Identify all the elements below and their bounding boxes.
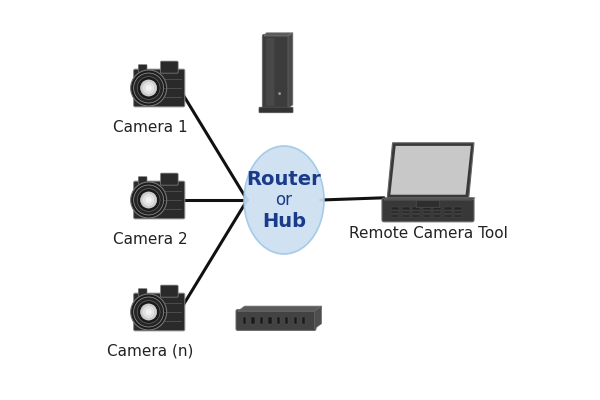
FancyBboxPatch shape bbox=[138, 288, 147, 296]
FancyBboxPatch shape bbox=[391, 211, 399, 214]
FancyBboxPatch shape bbox=[160, 173, 178, 185]
FancyBboxPatch shape bbox=[433, 211, 441, 214]
FancyBboxPatch shape bbox=[266, 38, 274, 106]
FancyBboxPatch shape bbox=[138, 64, 147, 72]
FancyBboxPatch shape bbox=[444, 215, 452, 218]
Polygon shape bbox=[264, 33, 293, 36]
Circle shape bbox=[137, 301, 160, 323]
Circle shape bbox=[137, 189, 160, 211]
Circle shape bbox=[134, 297, 164, 327]
Circle shape bbox=[140, 192, 157, 208]
Circle shape bbox=[131, 70, 167, 106]
Text: Camera 2: Camera 2 bbox=[113, 232, 187, 246]
FancyBboxPatch shape bbox=[260, 317, 263, 324]
Polygon shape bbox=[238, 306, 322, 311]
FancyBboxPatch shape bbox=[285, 317, 289, 324]
FancyBboxPatch shape bbox=[433, 207, 441, 210]
FancyBboxPatch shape bbox=[138, 176, 147, 184]
Circle shape bbox=[140, 304, 157, 320]
Circle shape bbox=[140, 80, 157, 96]
FancyBboxPatch shape bbox=[444, 207, 452, 210]
Circle shape bbox=[278, 92, 281, 95]
FancyBboxPatch shape bbox=[160, 285, 178, 297]
FancyBboxPatch shape bbox=[423, 211, 431, 214]
FancyBboxPatch shape bbox=[454, 215, 463, 218]
Polygon shape bbox=[384, 198, 475, 200]
Polygon shape bbox=[314, 306, 322, 329]
Circle shape bbox=[143, 306, 154, 318]
FancyBboxPatch shape bbox=[416, 200, 440, 208]
FancyBboxPatch shape bbox=[454, 207, 463, 210]
FancyBboxPatch shape bbox=[382, 198, 474, 222]
FancyBboxPatch shape bbox=[423, 215, 431, 218]
FancyBboxPatch shape bbox=[251, 317, 254, 324]
Polygon shape bbox=[391, 146, 471, 195]
Text: Camera (n): Camera (n) bbox=[107, 344, 193, 358]
FancyBboxPatch shape bbox=[444, 211, 452, 214]
FancyBboxPatch shape bbox=[243, 317, 246, 324]
Ellipse shape bbox=[244, 146, 324, 254]
Circle shape bbox=[131, 294, 167, 330]
FancyBboxPatch shape bbox=[160, 61, 178, 73]
Text: Router: Router bbox=[247, 170, 322, 189]
Polygon shape bbox=[388, 143, 474, 198]
Circle shape bbox=[131, 182, 167, 218]
FancyBboxPatch shape bbox=[401, 211, 410, 214]
Text: Hub: Hub bbox=[262, 212, 306, 231]
FancyBboxPatch shape bbox=[293, 317, 297, 324]
Text: Camera 1: Camera 1 bbox=[113, 120, 187, 134]
Circle shape bbox=[146, 309, 151, 315]
Text: or: or bbox=[275, 191, 293, 209]
FancyBboxPatch shape bbox=[423, 207, 431, 210]
FancyBboxPatch shape bbox=[401, 207, 410, 210]
Circle shape bbox=[146, 85, 151, 91]
FancyBboxPatch shape bbox=[134, 69, 185, 107]
Text: Remote Camera Tool: Remote Camera Tool bbox=[349, 226, 508, 241]
FancyBboxPatch shape bbox=[134, 181, 185, 219]
FancyBboxPatch shape bbox=[454, 211, 463, 214]
Circle shape bbox=[134, 73, 164, 103]
FancyBboxPatch shape bbox=[401, 215, 410, 218]
FancyBboxPatch shape bbox=[412, 211, 420, 214]
Circle shape bbox=[143, 83, 154, 93]
FancyBboxPatch shape bbox=[268, 317, 272, 324]
Circle shape bbox=[134, 185, 164, 215]
FancyBboxPatch shape bbox=[412, 215, 420, 218]
FancyBboxPatch shape bbox=[277, 317, 280, 324]
FancyBboxPatch shape bbox=[391, 207, 399, 210]
FancyBboxPatch shape bbox=[259, 107, 293, 113]
Polygon shape bbox=[288, 33, 293, 108]
FancyBboxPatch shape bbox=[236, 310, 316, 330]
FancyBboxPatch shape bbox=[302, 317, 305, 324]
FancyBboxPatch shape bbox=[262, 34, 290, 110]
FancyBboxPatch shape bbox=[134, 293, 185, 331]
Circle shape bbox=[143, 194, 154, 206]
Circle shape bbox=[137, 77, 160, 99]
FancyBboxPatch shape bbox=[412, 207, 420, 210]
FancyBboxPatch shape bbox=[391, 215, 399, 218]
Circle shape bbox=[146, 197, 151, 203]
FancyBboxPatch shape bbox=[433, 215, 441, 218]
